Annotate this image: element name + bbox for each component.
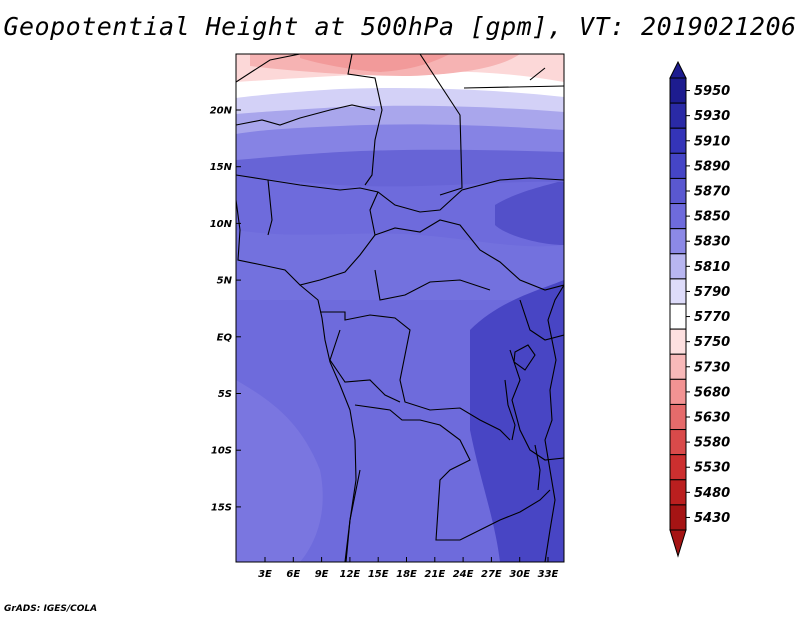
lake-tanganyika [504, 379, 516, 441]
field-band-5810 [236, 102, 564, 134]
colorbar-swatch [669, 429, 687, 456]
lon-label: 3E [258, 569, 272, 580]
colorbar-label: 5950 [694, 84, 730, 99]
lon-label: 27E [481, 569, 502, 580]
colorbar-swatch [669, 228, 687, 255]
colorbar-arrow-top [669, 60, 687, 79]
grads-credit: GrADS: IGES/COLA [4, 604, 98, 614]
colorbar-label: 5770 [694, 310, 730, 325]
field-core-northeast [495, 180, 564, 245]
colorbar-label: 5730 [694, 360, 730, 375]
field-band-5680 [300, 54, 450, 72]
border-north-africa [236, 54, 463, 196]
colorbar-label: 5630 [694, 411, 730, 426]
colorbar-swatch [669, 127, 687, 154]
lake-victoria [513, 344, 536, 371]
colorbar-swatch [669, 278, 687, 305]
lat-label: EQ [217, 332, 233, 343]
colorbar-label: 5680 [694, 385, 730, 400]
lat-label: 5S [218, 389, 232, 400]
colorbar-label: 5810 [694, 260, 730, 275]
border-east-africa [509, 299, 564, 461]
lon-label: 33E [538, 569, 559, 580]
map-frame [235, 53, 565, 563]
colorbar-swatch [669, 152, 687, 179]
colorbar-label: 5580 [694, 436, 730, 451]
colorbar-swatch [669, 177, 687, 205]
field-band-5870 [236, 148, 564, 187]
lon-label: 18E [396, 569, 417, 580]
colorbar-label: 5890 [694, 159, 730, 174]
field-band-5790 [236, 85, 564, 114]
field-core-southeast [470, 280, 564, 562]
colorbar-label: 5870 [694, 185, 730, 200]
lon-label: 9E [315, 569, 329, 580]
colorbar-swatch [669, 479, 687, 506]
red-sea [463, 67, 564, 89]
colorbar-label: 5910 [694, 134, 730, 149]
lon-label: 24E [453, 569, 474, 580]
lon-label: 30E [509, 569, 530, 580]
colorbar-swatch [669, 253, 687, 280]
colorbar-label: 5790 [694, 285, 730, 300]
map-title: Geopotential Height at 500hPa [gpm], VT:… [3, 12, 797, 41]
longitude-axis: 3E 6E 9E 12E 15E 18E 21E 24E 27E 30E 33E [258, 557, 559, 580]
field-lighter-west [236, 380, 323, 562]
lat-label: 15S [211, 502, 232, 513]
colorbar-label: 5830 [694, 235, 730, 250]
lat-label: 15N [210, 162, 233, 173]
colorbar-swatch [669, 102, 687, 129]
border-west-africa [236, 179, 379, 286]
latitude-axis: 20N 15N 10N 5N EQ 5S 10S 15S [210, 106, 241, 513]
colorbar-label: 5750 [694, 335, 730, 350]
colorbar-swatch [669, 353, 687, 380]
lon-label: 21E [424, 569, 445, 580]
lat-label: 5N [217, 276, 233, 287]
colorbar-swatch [669, 454, 687, 481]
colorbar-swatch [669, 203, 687, 230]
colorbar: 5950 5930 5910 5890 5870 5850 5830 5810 5790 5770… [669, 60, 730, 558]
lat-label: 10S [211, 446, 232, 457]
colorbar-swatch [669, 303, 687, 330]
colorbar-arrow-bottom [669, 529, 687, 558]
lon-label: 15E [368, 569, 389, 580]
colorbar-swatch [669, 378, 687, 405]
field-band-5830 [236, 121, 564, 160]
colorbar-swatch [669, 403, 687, 431]
border-congo [320, 311, 511, 441]
colorbar-label: 5480 [694, 486, 730, 501]
geopotential-field [236, 54, 564, 562]
colorbar-label: 5930 [694, 109, 730, 124]
coastline-east [544, 284, 564, 562]
country-borders [236, 54, 564, 562]
colorbar-swatch [669, 77, 687, 104]
lon-label: 6E [286, 569, 300, 580]
coastline-west [299, 284, 357, 562]
field-band-5850 [236, 230, 564, 300]
lat-label: 10N [210, 219, 233, 230]
colorbar-swatch [669, 328, 687, 355]
lat-label: 20N [210, 106, 233, 117]
lon-label: 12E [340, 569, 361, 580]
border-central-africa [374, 219, 564, 301]
colorbar-label: 5850 [694, 210, 730, 225]
colorbar-swatch [669, 504, 687, 531]
border-sahel [236, 104, 564, 213]
colorbar-label: 5530 [694, 461, 730, 476]
colorbar-label: 5430 [694, 511, 730, 526]
lake-malawi [534, 444, 541, 491]
